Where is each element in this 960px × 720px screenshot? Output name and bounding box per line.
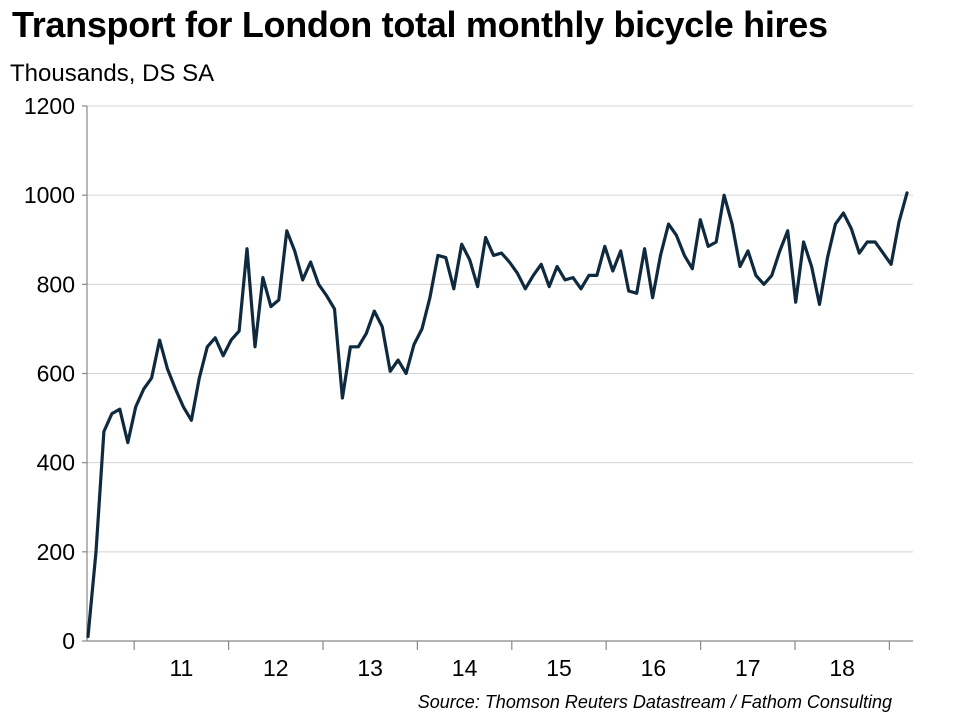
y-tick-label: 400 — [37, 450, 75, 476]
x-tick-label: 11 — [169, 655, 193, 681]
x-tick-label: 12 — [263, 655, 289, 681]
series-line — [86, 191, 909, 639]
y-tick-label: 1200 — [24, 93, 75, 119]
x-tick-label: 17 — [735, 655, 761, 681]
y-tick-label: 600 — [37, 361, 75, 387]
y-tick-label: 0 — [62, 628, 75, 654]
y-tick-label: 800 — [37, 271, 75, 297]
y-tick-label: 200 — [37, 539, 75, 565]
source-note: Source: Thomson Reuters Datastream / Fat… — [417, 692, 892, 712]
x-tick-label: 16 — [641, 655, 667, 681]
x-tick-label: 13 — [357, 655, 383, 681]
chart-subtitle: Thousands, DS SA — [10, 60, 215, 87]
y-tick-label: 1000 — [24, 182, 75, 208]
x-tick-label: 14 — [452, 655, 478, 681]
chart-title: Transport for London total monthly bicyc… — [12, 4, 828, 45]
x-tick-label: 18 — [829, 655, 855, 681]
x-tick-label: 15 — [546, 655, 572, 681]
